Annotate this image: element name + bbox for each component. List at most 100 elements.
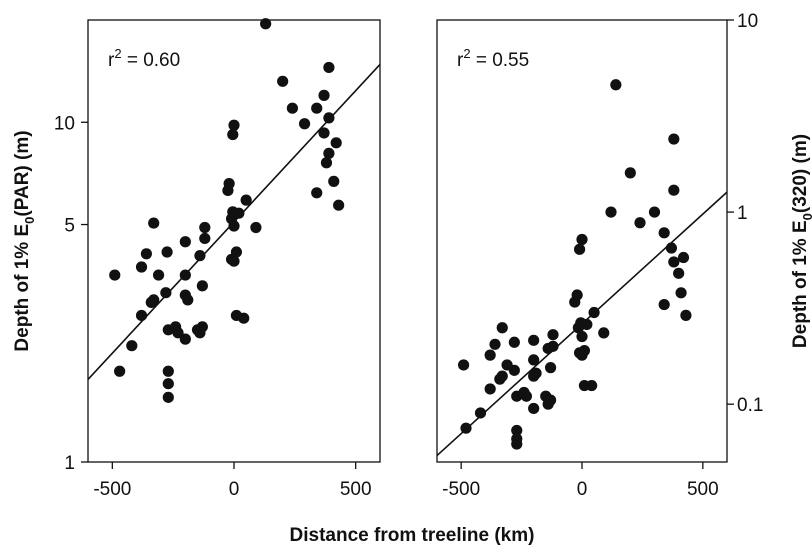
- data-point: [665, 242, 678, 254]
- data-point: [648, 206, 661, 218]
- data-point: [484, 349, 496, 361]
- data-point: [520, 390, 533, 402]
- data-point: [109, 269, 121, 281]
- data-point: [240, 194, 252, 206]
- data-point: [140, 248, 152, 260]
- data-point: [576, 330, 588, 343]
- data-point: [199, 232, 211, 245]
- data-point: [182, 294, 194, 306]
- y-tick-label: 1: [737, 203, 748, 224]
- data-point: [634, 217, 646, 229]
- data-point: [511, 438, 523, 450]
- data-point: [673, 267, 685, 279]
- x-tick-label: 0: [577, 479, 588, 500]
- data-point: [496, 322, 508, 334]
- data-point: [135, 309, 148, 322]
- y-axis-title: Depth of 1% E0(PAR) (m): [12, 130, 37, 351]
- data-point: [474, 407, 487, 419]
- data-point: [460, 422, 472, 434]
- data-point: [227, 128, 239, 141]
- data-point: [194, 327, 206, 339]
- data-point: [162, 391, 174, 403]
- data-point: [610, 79, 622, 91]
- data-point: [161, 246, 173, 258]
- x-axis-title: Distance from treeline (km): [290, 525, 535, 546]
- data-point: [194, 250, 206, 262]
- data-point: [658, 227, 670, 239]
- data-point: [572, 322, 584, 334]
- data-point: [148, 217, 160, 229]
- data-point: [605, 206, 617, 218]
- data-point: [586, 379, 598, 392]
- data-point: [323, 112, 335, 124]
- data-point: [228, 255, 240, 267]
- x-tick-label: 500: [687, 479, 719, 500]
- data-point: [162, 365, 174, 377]
- data-point: [318, 127, 330, 139]
- data-point: [677, 251, 690, 264]
- data-point: [598, 327, 610, 339]
- data-point: [162, 378, 174, 390]
- data-point: [318, 89, 330, 101]
- data-point: [333, 199, 345, 211]
- data-point: [160, 287, 172, 299]
- data-point: [114, 365, 126, 377]
- data-point: [179, 333, 191, 345]
- data-point: [658, 298, 670, 311]
- data-point: [238, 312, 250, 324]
- data-point: [576, 349, 588, 361]
- data-point: [228, 220, 240, 232]
- data-point: [298, 118, 311, 130]
- left-panel: -500 0 500 1 5 10 r2 = 0.60 Depth of 1% E0(PAR)…: [12, 18, 381, 500]
- data-point: [484, 383, 496, 395]
- data-point: [179, 269, 191, 281]
- x-tick-label: -500: [93, 479, 131, 500]
- data-point: [573, 243, 586, 255]
- data-point: [152, 269, 165, 281]
- data-point: [494, 373, 506, 385]
- data-point: [323, 147, 335, 159]
- data-point: [323, 61, 335, 74]
- x-tick-label: 500: [340, 479, 372, 500]
- data-point: [179, 236, 191, 248]
- data-point: [328, 175, 340, 187]
- y-tick-label: 10: [737, 11, 758, 32]
- data-point: [311, 187, 323, 199]
- x-tick-label: -500: [442, 479, 480, 500]
- data-point: [135, 261, 148, 273]
- data-point: [330, 137, 342, 149]
- data-point: [544, 362, 557, 374]
- y-tick-label: 1: [64, 453, 75, 474]
- data-point: [320, 157, 333, 169]
- x-tick-label: 0: [229, 479, 240, 500]
- data-point: [624, 167, 636, 179]
- data-point: [588, 306, 600, 319]
- data-point: [286, 102, 298, 114]
- data-point: [668, 256, 680, 268]
- data-point: [508, 364, 520, 376]
- data-point: [581, 318, 593, 331]
- r-squared-annotation: r2 = 0.55: [457, 46, 529, 71]
- data-point: [489, 338, 501, 350]
- data-point: [675, 287, 687, 299]
- y-tick-label: 5: [64, 216, 75, 237]
- data-point: [547, 329, 559, 341]
- data-point: [250, 221, 262, 234]
- data-point: [528, 354, 540, 366]
- data-point: [311, 102, 323, 114]
- data-point: [199, 221, 211, 234]
- y-tick-label: 10: [54, 113, 75, 134]
- data-point: [222, 184, 234, 197]
- right-panel: -500 0 500 0.1 1 10 r2 = 0.55 Depth of 1% E0(32…: [436, 11, 812, 500]
- data-point: [145, 296, 157, 308]
- data-point: [228, 119, 240, 131]
- data-point: [126, 340, 138, 352]
- data-point: [511, 424, 523, 437]
- data-point: [457, 359, 470, 371]
- data-point: [508, 336, 520, 348]
- data-point: [196, 280, 208, 292]
- y-axis-title: Depth of 1% E0(320) (m): [790, 134, 812, 348]
- data-point: [680, 309, 692, 321]
- data-point: [668, 184, 680, 196]
